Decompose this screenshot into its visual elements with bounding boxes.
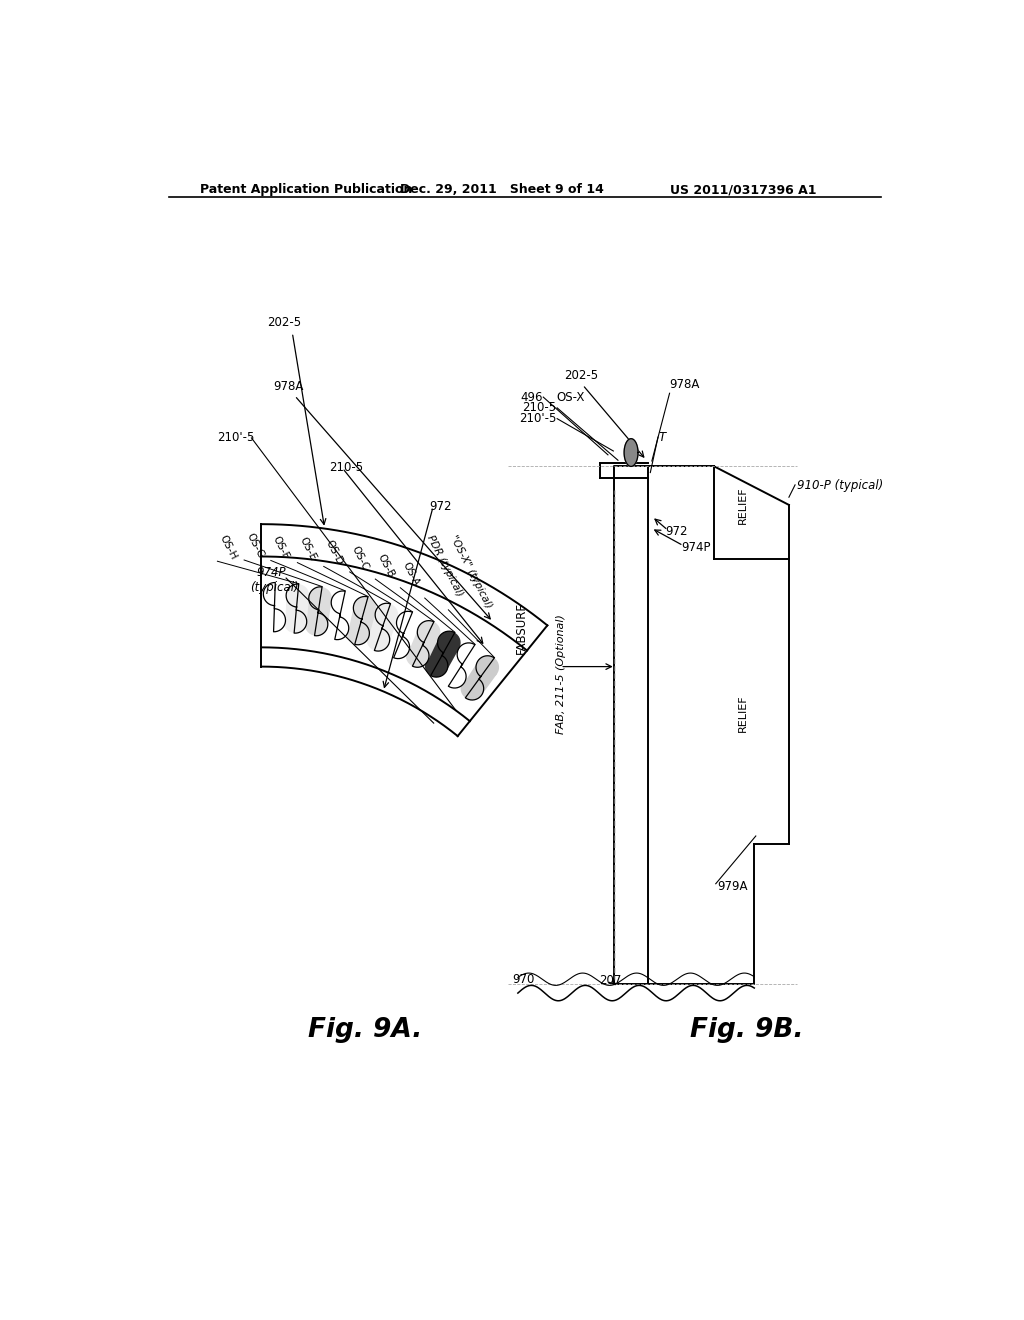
- Polygon shape: [305, 597, 332, 626]
- Ellipse shape: [309, 587, 332, 610]
- Text: T: T: [658, 432, 666, 445]
- Polygon shape: [284, 594, 309, 623]
- Polygon shape: [387, 619, 419, 652]
- Ellipse shape: [375, 603, 398, 626]
- Ellipse shape: [406, 644, 429, 668]
- Text: OS-E: OS-E: [297, 536, 317, 562]
- Text: 979A: 979A: [717, 879, 748, 892]
- Polygon shape: [426, 638, 459, 671]
- Text: FABSURF: FABSURF: [514, 602, 527, 655]
- Polygon shape: [262, 594, 287, 620]
- Ellipse shape: [437, 631, 461, 655]
- Text: OS-X: OS-X: [556, 391, 585, 404]
- Ellipse shape: [284, 610, 307, 634]
- Ellipse shape: [396, 611, 420, 635]
- Polygon shape: [444, 648, 478, 682]
- Text: Patent Application Publication: Patent Application Publication: [200, 183, 413, 197]
- Text: 210-5: 210-5: [522, 401, 556, 414]
- Text: RELIEF: RELIEF: [737, 694, 748, 731]
- Ellipse shape: [443, 665, 466, 688]
- Text: 202-5: 202-5: [564, 368, 598, 381]
- Text: OS-D: OS-D: [324, 539, 345, 566]
- Text: FAB, 211-5 (Optional): FAB, 211-5 (Optional): [556, 614, 565, 734]
- Ellipse shape: [461, 677, 483, 700]
- Text: 978A: 978A: [273, 380, 303, 393]
- Text: 210'-5: 210'-5: [217, 432, 255, 445]
- Text: 210'-5: 210'-5: [519, 412, 556, 425]
- Text: Fig. 9B.: Fig. 9B.: [690, 1016, 803, 1043]
- Ellipse shape: [305, 612, 328, 636]
- Text: US 2011/0317396 A1: US 2011/0317396 A1: [670, 183, 816, 197]
- Polygon shape: [463, 660, 497, 696]
- Text: PDR (typical): PDR (typical): [425, 533, 464, 598]
- Ellipse shape: [386, 635, 410, 659]
- Text: OS-C: OS-C: [350, 544, 371, 572]
- Text: 496: 496: [520, 391, 543, 404]
- Text: OS-H: OS-H: [217, 533, 239, 561]
- Polygon shape: [326, 601, 354, 631]
- Ellipse shape: [263, 582, 287, 606]
- Ellipse shape: [353, 597, 377, 619]
- Text: 210-5: 210-5: [330, 462, 364, 474]
- Text: OS-B: OS-B: [376, 552, 395, 579]
- Text: "OS-X" (typical): "OS-X" (typical): [449, 533, 494, 610]
- Text: 974P: 974P: [681, 541, 711, 554]
- Text: OS-F: OS-F: [270, 535, 291, 561]
- Text: 972: 972: [666, 525, 688, 539]
- Ellipse shape: [262, 609, 286, 632]
- Text: Fig. 9A.: Fig. 9A.: [308, 1016, 423, 1043]
- Ellipse shape: [425, 653, 447, 677]
- Ellipse shape: [286, 583, 309, 607]
- Text: OS-G: OS-G: [244, 531, 265, 560]
- Text: Dec. 29, 2011   Sheet 9 of 14: Dec. 29, 2011 Sheet 9 of 14: [400, 183, 604, 197]
- Polygon shape: [368, 611, 397, 643]
- Ellipse shape: [346, 622, 370, 644]
- Text: 202-5: 202-5: [267, 317, 302, 330]
- Text: OS-A: OS-A: [400, 561, 421, 587]
- Text: RELIEF: RELIEF: [737, 486, 748, 524]
- Text: 207: 207: [599, 974, 622, 987]
- Ellipse shape: [367, 628, 390, 651]
- Ellipse shape: [418, 620, 440, 644]
- Text: 970: 970: [512, 973, 535, 986]
- Ellipse shape: [476, 656, 499, 678]
- Ellipse shape: [331, 591, 354, 614]
- Text: 978A: 978A: [670, 378, 700, 391]
- Text: 910-P (typical): 910-P (typical): [797, 479, 883, 492]
- Ellipse shape: [457, 643, 480, 667]
- Text: (typical): (typical): [250, 581, 299, 594]
- Ellipse shape: [326, 616, 349, 640]
- Polygon shape: [625, 438, 638, 466]
- Text: 972: 972: [429, 500, 452, 513]
- Text: 974P: 974P: [256, 566, 286, 579]
- Polygon shape: [408, 627, 439, 661]
- Polygon shape: [347, 605, 376, 636]
